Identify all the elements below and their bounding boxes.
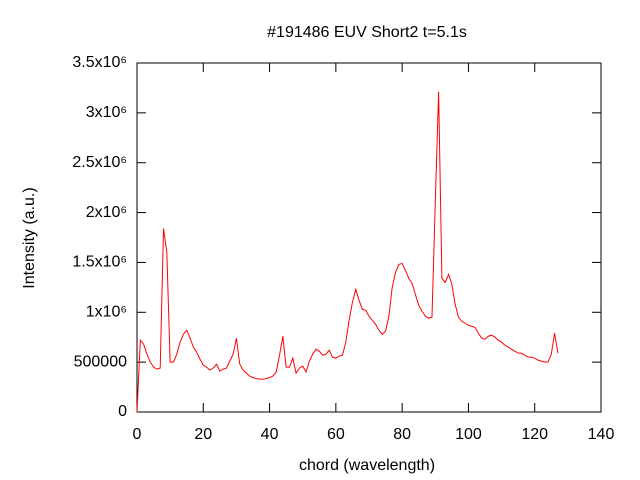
y-tick-label: 1.5x10⁶ (72, 254, 127, 271)
y-tick-label: 500000 (74, 353, 127, 370)
y-tick-label: 2.5x10⁶ (72, 154, 127, 171)
plot-border (136, 62, 602, 413)
x-tick-label: 20 (194, 426, 212, 443)
chart-title: #191486 EUV Short2 t=5.1s (267, 24, 467, 41)
y-tick-label: 3x10⁶ (86, 104, 127, 121)
data-line (136, 91, 559, 413)
y-tick-label: 2x10⁶ (86, 204, 127, 221)
x-tick-label: 0 (133, 426, 142, 443)
x-tick-label: 60 (327, 426, 345, 443)
y-axis-label: Intensity (a.u.) (21, 187, 38, 288)
x-axis-label: chord (wavelength) (299, 457, 435, 474)
y-tick-label: 0 (118, 403, 127, 420)
y-tick-label: 3.5x10⁶ (72, 54, 127, 71)
x-tick-label: 100 (455, 426, 482, 443)
y-tick-label: 1x10⁶ (86, 304, 127, 321)
x-tick-label: 40 (261, 426, 279, 443)
x-tick-label: 120 (521, 426, 548, 443)
x-tick-label: 80 (393, 426, 411, 443)
x-tick-label: 140 (588, 426, 615, 443)
